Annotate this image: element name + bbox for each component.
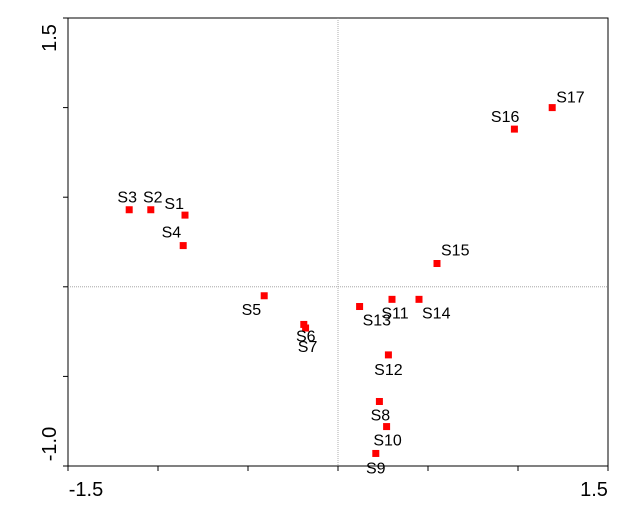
point-label-s3: S3 <box>117 190 137 207</box>
point-label-s15: S15 <box>441 243 470 260</box>
point-label-s16: S16 <box>491 109 520 126</box>
point-label-s2: S2 <box>143 190 163 207</box>
x-axis-ticks <box>67 466 609 471</box>
point-label-s17: S17 <box>556 90 585 107</box>
point-label-s1: S1 <box>164 196 184 213</box>
x-tick-label-max: 1.5 <box>580 479 608 501</box>
point-label-s9: S9 <box>366 460 386 477</box>
point-label-s7: S7 <box>298 339 318 356</box>
point-label-s5: S5 <box>242 302 262 319</box>
data-point-s14 <box>415 295 423 303</box>
point-label-s6: S6 <box>296 328 316 345</box>
x-tick-label-min: -1.5 <box>69 479 103 501</box>
point-label-s11: S11 <box>381 305 408 322</box>
data-point-s16 <box>510 125 518 133</box>
data-point-s12 <box>384 351 392 359</box>
data-point-s8 <box>375 397 383 405</box>
point-label-s13: S13 <box>363 313 392 330</box>
point-label-s14: S14 <box>422 305 451 322</box>
y-tick-label-max: 1.5 <box>39 24 61 52</box>
point-label-s12: S12 <box>374 362 403 379</box>
data-point-s1 <box>181 211 189 219</box>
data-point-s11 <box>388 295 396 303</box>
data-points <box>125 104 556 457</box>
data-point-s15 <box>433 260 441 268</box>
data-point-s17 <box>548 104 556 112</box>
data-point-s4 <box>179 242 187 250</box>
y-axis-ticks <box>63 17 68 467</box>
data-point-s2 <box>147 206 155 214</box>
data-point-s10 <box>383 423 391 431</box>
data-point-s6 <box>300 320 308 328</box>
data-point-s5 <box>260 292 268 300</box>
point-label-s10: S10 <box>373 433 402 450</box>
point-label-s4: S4 <box>162 225 182 242</box>
data-point-s9 <box>372 449 380 457</box>
point-label-s8: S8 <box>371 407 391 424</box>
y-tick-label-min: -1.0 <box>39 427 61 461</box>
data-point-s3 <box>125 206 133 214</box>
data-point-s7 <box>302 324 310 332</box>
data-point-s13 <box>356 303 364 311</box>
